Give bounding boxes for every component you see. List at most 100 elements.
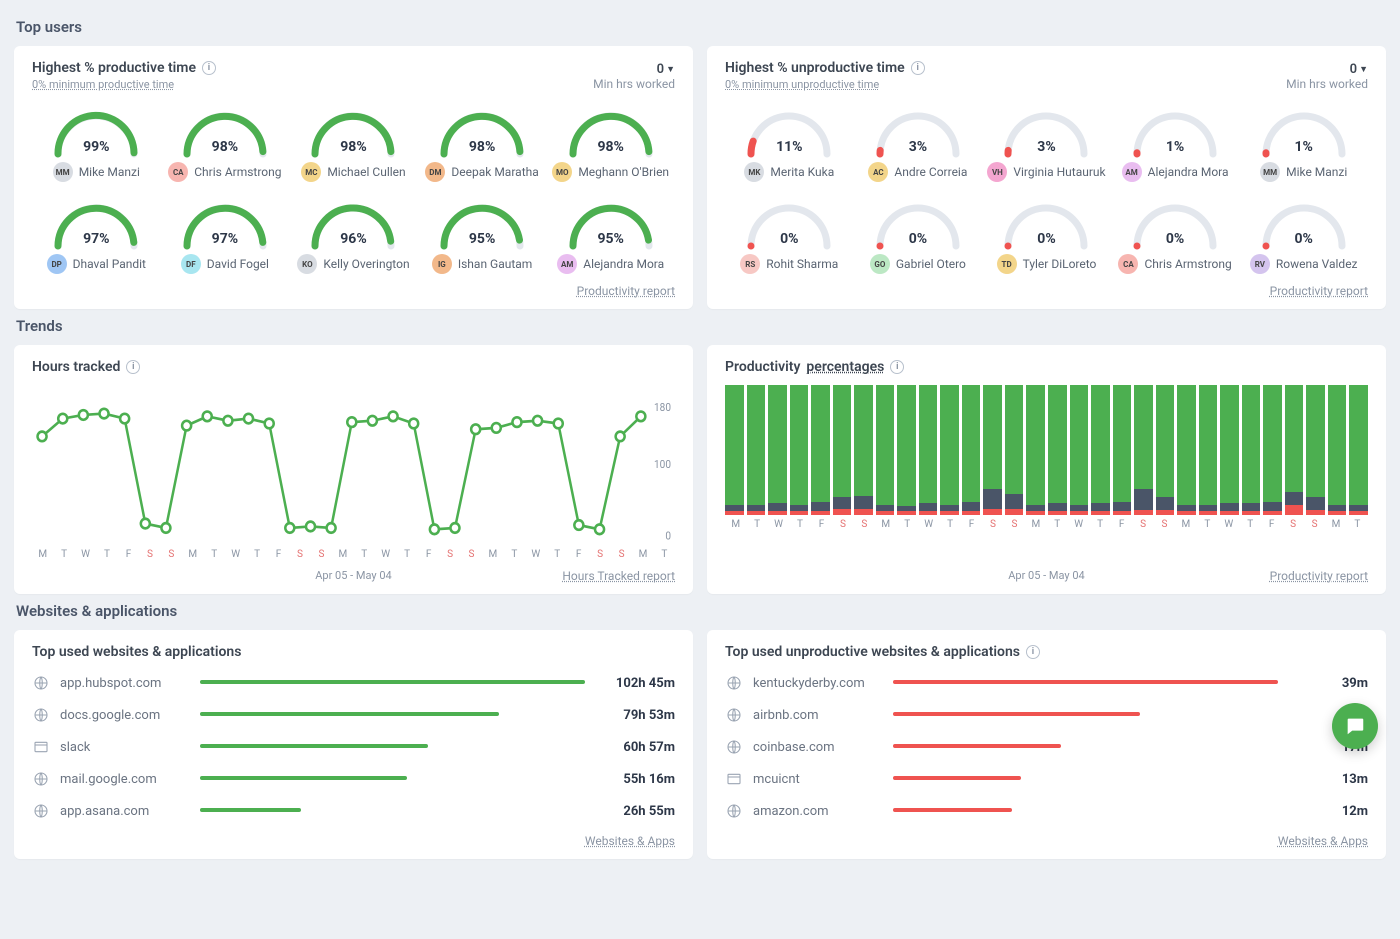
day-label: T xyxy=(1197,519,1218,530)
site-row[interactable]: coinbase.com 17m xyxy=(725,738,1368,756)
stacked-bar xyxy=(1220,385,1239,515)
day-label: S xyxy=(461,549,482,560)
site-row[interactable]: kentuckyderby.com 39m xyxy=(725,674,1368,692)
avatar: GO xyxy=(870,254,890,274)
user-gauge[interactable]: 3% VH Virginia Hutauruk xyxy=(982,108,1111,182)
info-icon[interactable]: i xyxy=(126,360,140,374)
productivity-bar-chart xyxy=(725,385,1368,515)
productivity-report-link[interactable]: Productivity report xyxy=(1270,569,1368,583)
section-title-trends: Trends xyxy=(16,317,1386,335)
site-row[interactable]: app.asana.com 26h 55m xyxy=(32,802,675,820)
day-label: T xyxy=(939,519,960,530)
site-row[interactable]: mail.google.com 55h 16m xyxy=(32,770,675,788)
day-label: F xyxy=(118,549,139,560)
user-gauge[interactable]: 98% MC Michael Cullen xyxy=(289,108,418,182)
day-label: W xyxy=(1068,519,1089,530)
websites-apps-link[interactable]: Websites & Apps xyxy=(1278,834,1368,848)
productive-zero[interactable]: 0 xyxy=(657,62,664,77)
site-row[interactable]: app.hubspot.com 102h 45m xyxy=(32,674,675,692)
site-name: mail.google.com xyxy=(60,772,190,787)
chevron-down-icon[interactable]: ▼ xyxy=(1359,64,1368,75)
card-hours-tracked: Hours tracked i 0100180 MTWTFSSMTWTFSSMT… xyxy=(14,345,693,594)
day-label: M xyxy=(182,549,203,560)
site-row[interactable]: docs.google.com 79h 53m xyxy=(32,706,675,724)
user-gauge[interactable]: 99% MM Mike Manzi xyxy=(32,108,161,182)
gauge-percent: 0% xyxy=(1000,231,1092,247)
site-row[interactable]: mcuicnt 13m xyxy=(725,770,1368,788)
day-label: M xyxy=(725,519,746,530)
user-gauge[interactable]: 0% RS Rohit Sharma xyxy=(725,200,854,274)
chevron-down-icon[interactable]: ▼ xyxy=(666,64,675,75)
user-gauge[interactable]: 95% IG Ishan Gautam xyxy=(418,200,547,274)
gauge-percent: 97% xyxy=(179,231,271,247)
min-productive-link[interactable]: 0% minimum productive time xyxy=(32,78,174,91)
prod-pct-title-b: percentages xyxy=(806,359,884,375)
info-icon[interactable]: i xyxy=(890,360,904,374)
site-bar xyxy=(893,808,1012,812)
day-label: F xyxy=(568,549,589,560)
info-icon[interactable]: i xyxy=(911,61,925,75)
day-label: S xyxy=(854,519,875,530)
user-gauge[interactable]: 1% AM Alejandra Mora xyxy=(1111,108,1240,182)
card-unproductive: Highest % unproductive time i 0% minimum… xyxy=(707,46,1386,309)
hours-line-chart: 0100180 xyxy=(32,385,675,545)
day-label: T xyxy=(354,549,375,560)
user-gauge[interactable]: 95% AM Alejandra Mora xyxy=(546,200,675,274)
day-label: F xyxy=(418,549,439,560)
chat-icon xyxy=(1344,715,1366,737)
user-gauge[interactable]: 11% MK Merita Kuka xyxy=(725,108,854,182)
gauge-percent: 98% xyxy=(179,139,271,155)
min-unproductive-link[interactable]: 0% minimum unproductive time xyxy=(725,78,879,91)
site-row[interactable]: amazon.com 12m xyxy=(725,802,1368,820)
globe-icon xyxy=(725,738,743,756)
day-label: M xyxy=(1175,519,1196,530)
site-bar xyxy=(200,680,585,684)
stacked-bar xyxy=(1306,385,1325,515)
day-label: M xyxy=(632,549,653,560)
user-gauge[interactable]: 3% AC Andre Correia xyxy=(854,108,983,182)
site-bar xyxy=(893,680,1278,684)
avatar: CA xyxy=(1118,254,1138,274)
site-name: airbnb.com xyxy=(753,708,883,723)
user-name: Michael Cullen xyxy=(327,165,405,179)
hours-tracked-title: Hours tracked xyxy=(32,359,120,375)
user-name: Tyler DiLoreto xyxy=(1023,257,1097,271)
user-gauge[interactable]: 0% TD Tyler DiLoreto xyxy=(982,200,1111,274)
user-gauge[interactable]: 0% CA Chris Armstrong xyxy=(1111,200,1240,274)
day-label: M xyxy=(1325,519,1346,530)
user-gauge[interactable]: 96% KO Kelly Overington xyxy=(289,200,418,274)
productivity-report-link[interactable]: Productivity report xyxy=(1270,284,1368,298)
avatar: MM xyxy=(53,162,73,182)
unproductive-zero[interactable]: 0 xyxy=(1350,62,1357,77)
avatar: TD xyxy=(997,254,1017,274)
user-gauge[interactable]: 98% MO Meghann O'Brien xyxy=(546,108,675,182)
site-time: 60h 57m xyxy=(595,740,675,755)
day-label: W xyxy=(768,519,789,530)
websites-apps-link[interactable]: Websites & Apps xyxy=(585,834,675,848)
productivity-report-link[interactable]: Productivity report xyxy=(577,284,675,298)
day-label: S xyxy=(832,519,853,530)
user-gauge[interactable]: 97% DP Dhaval Pandit xyxy=(32,200,161,274)
user-gauge[interactable]: 97% DF David Fogel xyxy=(161,200,290,274)
gauge-percent: 1% xyxy=(1258,139,1350,155)
chat-button[interactable] xyxy=(1332,703,1378,749)
day-label: M xyxy=(1025,519,1046,530)
info-icon[interactable]: i xyxy=(1026,645,1040,659)
user-gauge[interactable]: 0% GO Gabriel Otero xyxy=(854,200,983,274)
site-row[interactable]: slack 60h 57m xyxy=(32,738,675,756)
day-label: T xyxy=(53,549,74,560)
day-label: T xyxy=(204,549,225,560)
day-label: F xyxy=(1111,519,1132,530)
card-bad-sites: Top used unproductive websites & applica… xyxy=(707,630,1386,859)
info-icon[interactable]: i xyxy=(202,61,216,75)
avatar: MM xyxy=(1260,162,1280,182)
day-label: S xyxy=(982,519,1003,530)
section-title-sites: Websites & applications xyxy=(16,602,1386,620)
user-gauge[interactable]: 0% RV Rowena Valdez xyxy=(1239,200,1368,274)
user-gauge[interactable]: 98% DM Deepak Maratha xyxy=(418,108,547,182)
user-gauge[interactable]: 98% CA Chris Armstrong xyxy=(161,108,290,182)
site-name: kentuckyderby.com xyxy=(753,676,883,691)
user-gauge[interactable]: 1% MM Mike Manzi xyxy=(1239,108,1368,182)
site-row[interactable]: airbnb.com 25m xyxy=(725,706,1368,724)
hours-tracked-report-link[interactable]: Hours Tracked report xyxy=(562,569,675,583)
